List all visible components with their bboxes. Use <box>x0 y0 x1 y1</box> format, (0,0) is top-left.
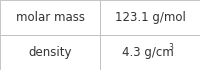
Text: 123.1 g/mol: 123.1 g/mol <box>115 11 185 24</box>
Bar <box>0 0 100 35</box>
Bar <box>0 35 100 70</box>
Text: 4.3 g/cm: 4.3 g/cm <box>122 46 174 59</box>
Bar <box>100 35 200 70</box>
Text: 3: 3 <box>169 43 173 52</box>
Bar <box>100 0 200 35</box>
Text: molar mass: molar mass <box>16 11 84 24</box>
Text: density: density <box>28 46 72 59</box>
